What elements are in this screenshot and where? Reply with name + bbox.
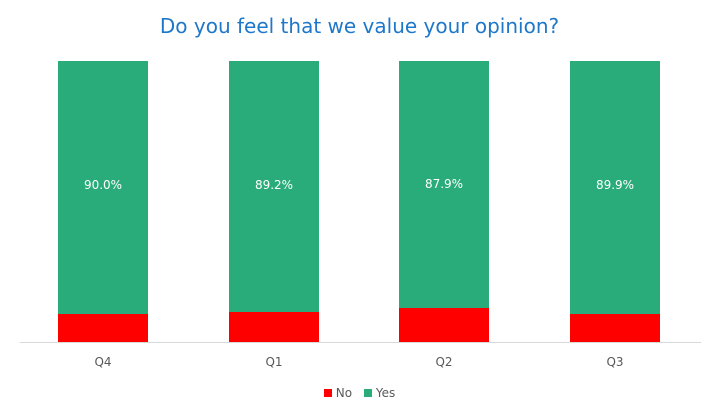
segment-yes	[399, 61, 489, 308]
x-tick-label: Q4	[94, 355, 112, 369]
plot-area: 90.0% 89.2% 87.9% 89.9%	[20, 61, 701, 342]
legend-swatch-icon	[363, 389, 372, 397]
legend-label: Yes	[375, 386, 396, 400]
data-label: 87.9%	[424, 177, 464, 191]
legend-item-no: No	[323, 386, 353, 400]
segment-no	[58, 314, 148, 342]
x-tick-label: Q3	[606, 355, 624, 369]
segment-no	[399, 308, 489, 342]
chart-title: Do you feel that we value your opinion?	[159, 14, 560, 38]
bar-q1: 89.2%	[229, 61, 319, 342]
segment-yes	[58, 61, 148, 314]
x-tick-label: Q1	[265, 355, 283, 369]
segment-yes	[229, 61, 319, 312]
data-label: 89.2%	[254, 178, 294, 192]
x-axis-line	[20, 342, 701, 343]
segment-yes	[570, 61, 660, 314]
legend-label: No	[335, 386, 353, 400]
x-tick-label: Q2	[435, 355, 453, 369]
legend-swatch-icon	[323, 389, 332, 397]
segment-no	[570, 314, 660, 342]
legend: No Yes	[0, 386, 719, 400]
bar-q2: 87.9%	[399, 61, 489, 342]
bar-q3: 89.9%	[570, 61, 660, 342]
data-label: 89.9%	[595, 178, 635, 192]
segment-no	[229, 312, 319, 342]
bar-q4: 90.0%	[58, 61, 148, 342]
legend-item-yes: Yes	[363, 386, 396, 400]
data-label: 90.0%	[83, 178, 123, 192]
